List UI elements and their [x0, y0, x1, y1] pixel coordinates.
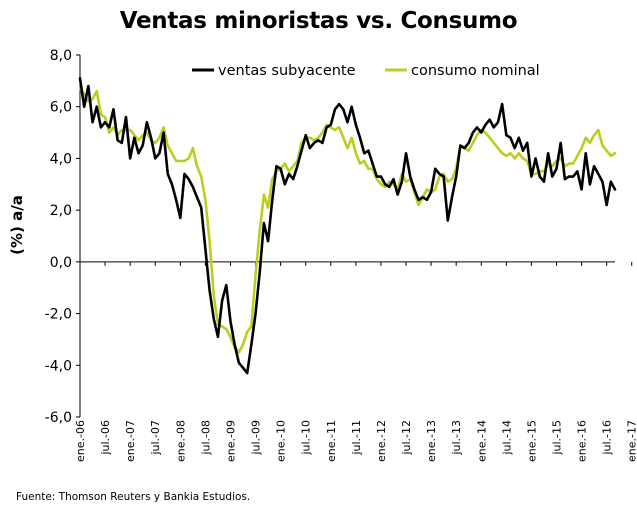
x-tick-label: jul.-10 [300, 420, 313, 456]
y-tick-label: -2,0 [45, 307, 72, 323]
y-axis-label: (%) a/a [8, 195, 26, 255]
x-tick-label: ene.-16 [576, 420, 589, 462]
chart-title: Ventas minoristas vs. Consumo [119, 8, 518, 34]
x-tick-label: jul.-06 [99, 420, 112, 456]
y-tick-label: 4,0 [50, 151, 72, 167]
x-tick-label: ene.-10 [275, 420, 288, 462]
y-tick-label: 2,0 [50, 203, 72, 219]
x-tick-label: ene.-17 [626, 420, 637, 462]
y-tick-label: -6,0 [45, 410, 72, 426]
x-tick-label: ene.-06 [74, 420, 87, 462]
x-tick-label: ene.-13 [425, 420, 438, 462]
x-tick-label: ene.-15 [525, 420, 538, 462]
x-tick-label: ene.-08 [174, 420, 187, 462]
x-tick-label: jul.-09 [250, 420, 263, 456]
y-tick-label: 6,0 [50, 100, 72, 116]
x-tick-label: ene.-11 [325, 420, 338, 462]
series-lines [78, 76, 617, 375]
y-tick-label: 8,0 [50, 48, 72, 64]
x-tick-label: jul.-11 [350, 420, 363, 456]
series-line-consumo-nominal [78, 87, 617, 354]
x-tick-label: ene.-12 [375, 420, 388, 462]
x-tick-label: jul.-08 [199, 420, 212, 456]
y-tick-label: 0,0 [50, 255, 72, 271]
x-tick-label: ene.-07 [124, 420, 137, 462]
x-tick-label: jul.-07 [149, 420, 162, 456]
legend: ventas subyacente consumo nominal [192, 63, 540, 79]
y-tick-label: -4,0 [45, 358, 72, 374]
x-tick-label: jul.-12 [400, 420, 413, 456]
x-tick-label: jul.-15 [550, 420, 563, 456]
source-note: Fuente: Thomson Reuters y Bankia Estudio… [16, 491, 251, 503]
legend-label: consumo nominal [411, 63, 540, 79]
x-tick-label: jul.-13 [450, 420, 463, 456]
series-line-ventas-subyacente [78, 76, 617, 375]
x-tick-label: ene.-14 [475, 420, 488, 462]
x-tick-label: jul.-14 [500, 420, 513, 456]
legend-label: ventas subyacente [218, 63, 356, 79]
x-tick-label: jul.-16 [601, 420, 614, 456]
x-tick-label: ene.-09 [224, 420, 237, 462]
